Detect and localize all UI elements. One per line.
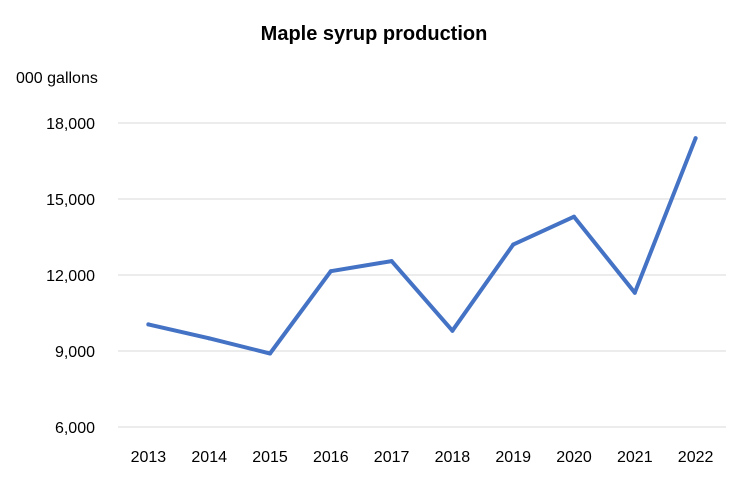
y-tick-label: 9,000 [55,344,95,361]
data-point [146,322,151,327]
x-tick-label: 2017 [374,449,410,466]
x-tick-label: 2013 [131,449,167,466]
data-point [389,259,394,264]
y-tick-label: 6,000 [55,420,95,437]
data-point [511,242,516,247]
series-group [146,136,698,356]
y-tick-label: 12,000 [46,268,95,285]
gridlines [118,122,726,428]
y-tick-label: 18,000 [46,116,95,133]
x-tick-label: 2022 [678,449,714,466]
data-point [450,328,455,333]
x-tick-label: 2016 [313,449,349,466]
x-tick-label: 2015 [252,449,288,466]
y-axis-unit-label: 000 gallons [16,70,98,87]
y-tick-label: 15,000 [46,192,95,209]
x-tick-label: 2014 [191,449,227,466]
data-point [328,269,333,274]
data-point [572,214,576,219]
x-axis-ticks: 2013 2014 2015 2016 2017 2018 2019 2020 2021 2022 [131,449,714,466]
chart-title: Maple syrup production [261,23,488,45]
x-tick-label: 2019 [495,449,531,466]
x-tick-label: 2018 [435,449,471,466]
data-point [268,351,272,356]
y-axis-ticks: 6,000 9,000 12,000 15,000 18,000 [46,116,95,437]
x-tick-label: 2021 [617,449,653,466]
data-point [693,136,698,141]
series-line [146,136,698,356]
data-point [207,336,212,341]
data-point [632,290,637,295]
x-tick-label: 2020 [556,449,592,466]
